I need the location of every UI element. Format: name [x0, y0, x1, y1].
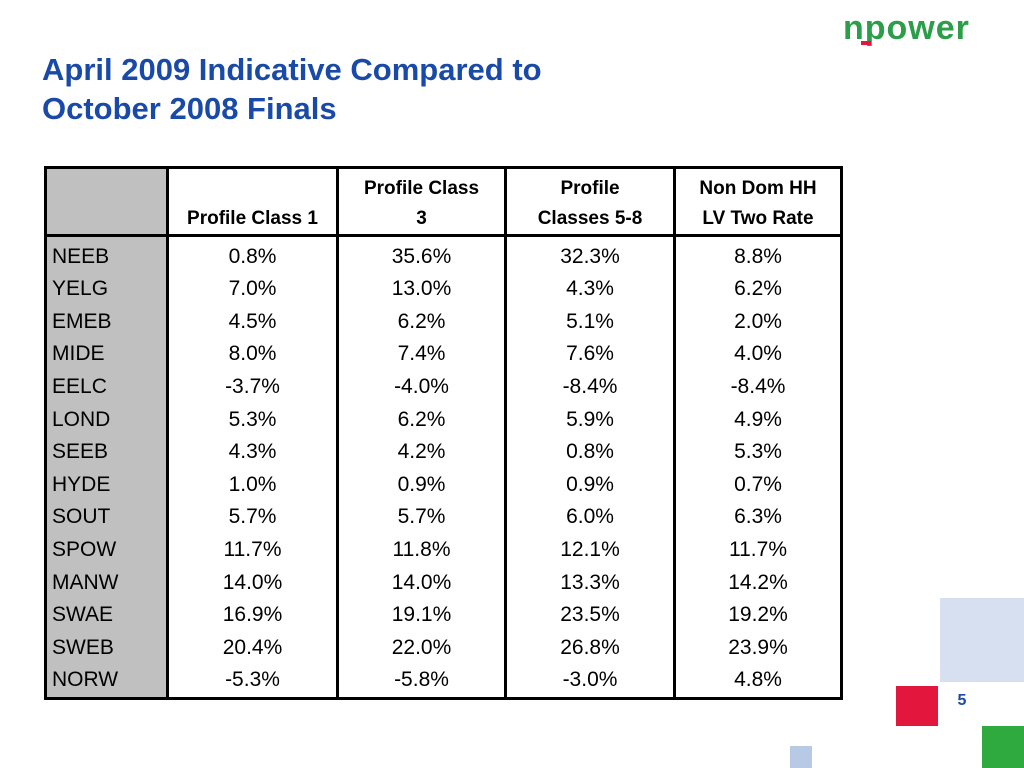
region-cell: HYDE	[52, 472, 111, 496]
value-cell: 1.0%	[228, 472, 277, 496]
value-cell: 20.4%	[222, 635, 283, 659]
value-cell: 14.2%	[728, 570, 788, 594]
region-cell: SOUT	[52, 505, 111, 529]
title-line-1: April 2009 Indicative Compared to	[42, 52, 542, 87]
value-cell: 6.2%	[397, 309, 446, 333]
logo-text: npower	[843, 10, 970, 47]
value-cell: 4.8%	[734, 668, 782, 692]
value-cell: 8.0%	[228, 342, 277, 366]
non-dom-hh-cells: 8.8% 6.2% 2.0% 4.0% -8.4% 4.9% 5.3% 0.7% 6.3% 11.…	[676, 237, 840, 697]
value-cell: 5.7%	[228, 505, 277, 529]
value-cell: 32.3%	[560, 244, 620, 268]
profile-classes-5-8-cells: 32.3% 4.3% 5.1% 7.6% -8.4% 5.9% 0.8% 0.9% 6.0% 12…	[507, 237, 673, 697]
value-cell: 13.3%	[560, 570, 620, 594]
data-table: NEEB YELG EMEB MIDE EELC LOND SEEB HYDE SOUT SPOW…	[44, 166, 843, 700]
value-cell: 7.0%	[228, 277, 277, 301]
value-cell: -5.8%	[394, 668, 449, 692]
value-cell: 14.0%	[222, 570, 283, 594]
value-cell: 0.9%	[566, 472, 614, 496]
column-header	[47, 169, 166, 237]
profile-class-3-cells: 35.6% 13.0% 6.2% 7.4% -4.0% 6.2% 4.2% 0.9% 5.7% 1…	[339, 237, 504, 697]
value-cell: 6.0%	[566, 505, 614, 529]
value-cell: 5.3%	[228, 407, 277, 431]
value-cell: 19.1%	[391, 603, 452, 627]
value-cell: -3.0%	[562, 668, 618, 692]
column-region: NEEB YELG EMEB MIDE EELC LOND SEEB HYDE SOUT SPOW…	[47, 169, 166, 697]
value-cell: 4.2%	[397, 440, 446, 464]
column-header: Non Dom HH LV Two Rate	[676, 169, 840, 237]
region-cell: NORW	[52, 668, 119, 692]
value-cell: 7.6%	[566, 342, 614, 366]
page-number: 5	[957, 692, 967, 709]
value-cell: 13.0%	[391, 277, 452, 301]
value-cell: 11.7%	[223, 538, 282, 562]
region-cells: NEEB YELG EMEB MIDE EELC LOND SEEB HYDE SOUT SPOW…	[47, 237, 166, 697]
title-line-2: October 2008 Finals	[42, 91, 337, 126]
column-header: Profile Class 1	[169, 169, 336, 237]
region-cell: SEEB	[52, 440, 109, 464]
column-profile-class-1: Profile Class 1 0.8% 7.0% 4.5% 8.0% -3.7% 5.3…	[166, 169, 336, 697]
value-cell: 11.7%	[729, 538, 787, 562]
region-cell: NEEB	[52, 244, 110, 268]
region-cell: LOND	[52, 407, 111, 431]
logo-accent-mark	[861, 41, 871, 45]
value-cell: 23.5%	[560, 603, 620, 627]
value-cell: 0.8%	[228, 244, 277, 268]
value-cell: 2.0%	[734, 309, 782, 333]
value-cell: 6.3%	[734, 505, 782, 529]
value-cell: 7.4%	[397, 342, 446, 366]
value-cell: 0.9%	[397, 472, 446, 496]
column-profile-class-3: Profile Class 3 35.6% 13.0% 6.2% 7.4% -4.0% 6.…	[336, 169, 504, 697]
value-cell: 6.2%	[734, 277, 782, 301]
value-cell: 11.8%	[392, 538, 451, 562]
region-cell: MIDE	[52, 342, 105, 366]
value-cell: -8.4%	[562, 375, 618, 399]
value-cell: 14.0%	[391, 570, 452, 594]
value-cell: -3.7%	[225, 375, 280, 399]
value-cell: 5.1%	[566, 309, 614, 333]
value-cell: 35.6%	[391, 244, 452, 268]
decor-square-blue	[790, 746, 812, 768]
value-cell: -8.4%	[730, 375, 786, 399]
region-cell: EMEB	[52, 309, 112, 333]
value-cell: 26.8%	[560, 635, 620, 659]
value-cell: 5.9%	[566, 407, 614, 431]
decor-square-green	[982, 726, 1024, 768]
value-cell: 5.3%	[734, 440, 782, 464]
value-cell: 6.2%	[397, 407, 446, 431]
value-cell: 0.8%	[566, 440, 614, 464]
value-cell: 4.5%	[228, 309, 277, 333]
profile-class-1-cells: 0.8% 7.0% 4.5% 8.0% -3.7% 5.3% 4.3% 1.0% 5.7% 11.…	[169, 237, 336, 697]
region-cell: MANW	[52, 570, 119, 594]
value-cell: 22.0%	[391, 635, 452, 659]
decor-square-light-blue	[940, 598, 1024, 682]
column-non-dom-hh: Non Dom HH LV Two Rate 8.8% 6.2% 2.0% 4.0% -8…	[673, 169, 840, 697]
region-cell: SWAE	[52, 603, 114, 627]
decor-square-red	[896, 686, 938, 726]
value-cell: 4.3%	[566, 277, 614, 301]
value-cell: 12.1%	[560, 538, 620, 562]
region-cell: YELG	[52, 277, 109, 301]
value-cell: 19.2%	[728, 603, 788, 627]
value-cell: 4.9%	[734, 407, 782, 431]
region-cell: SPOW	[52, 538, 117, 562]
column-header: Profile Classes 5-8	[507, 169, 673, 237]
region-cell: SWEB	[52, 635, 114, 659]
value-cell: 23.9%	[728, 635, 788, 659]
value-cell: -4.0%	[394, 375, 449, 399]
value-cell: 4.0%	[734, 342, 782, 366]
value-cell: -5.3%	[225, 668, 280, 692]
value-cell: 16.9%	[222, 603, 283, 627]
value-cell: 4.3%	[228, 440, 277, 464]
region-cell: EELC	[52, 375, 107, 399]
value-cell: 0.7%	[734, 472, 782, 496]
value-cell: 5.7%	[397, 505, 446, 529]
column-profile-classes-5-8: Profile Classes 5-8 32.3% 4.3% 5.1% 7.6% -8.4…	[504, 169, 673, 697]
npower-logo: npower	[843, 10, 970, 47]
value-cell: 8.8%	[734, 244, 782, 268]
slide-title: April 2009 Indicative Compared to Octobe…	[42, 50, 802, 128]
column-header: Profile Class 3	[339, 169, 504, 237]
